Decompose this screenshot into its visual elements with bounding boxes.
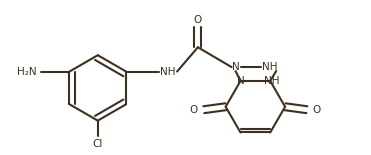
Text: O: O bbox=[190, 105, 198, 115]
Text: Cl: Cl bbox=[93, 139, 103, 149]
Text: O: O bbox=[194, 15, 202, 24]
Text: H₂N: H₂N bbox=[17, 66, 36, 77]
Text: N: N bbox=[232, 62, 239, 72]
Text: NH: NH bbox=[160, 66, 176, 77]
Text: N: N bbox=[237, 76, 244, 86]
Text: NH: NH bbox=[265, 76, 280, 86]
Text: NH: NH bbox=[263, 62, 278, 72]
Text: O: O bbox=[313, 105, 321, 115]
